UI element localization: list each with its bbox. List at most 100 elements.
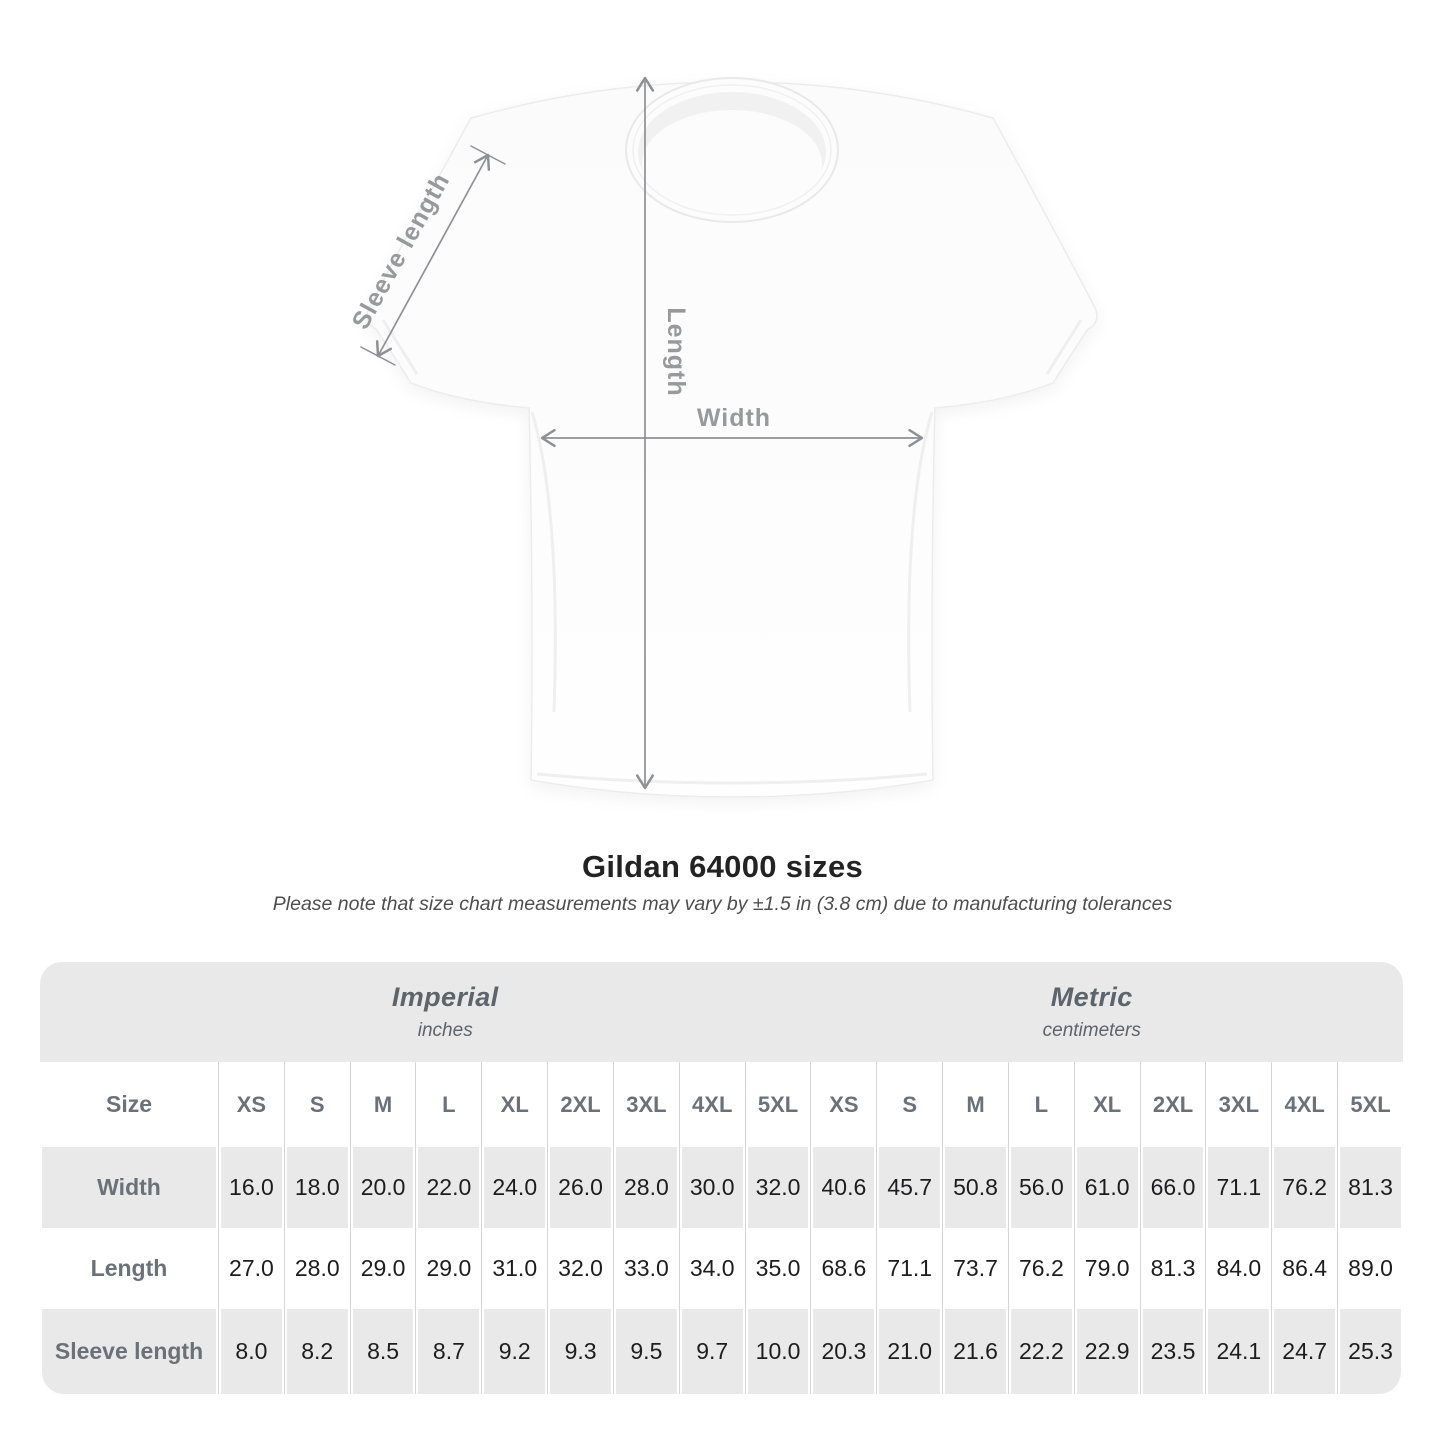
- size-header-cell: L: [415, 1062, 481, 1147]
- table-cell: 45.7: [876, 1147, 943, 1228]
- size-col-header: Size: [105, 1091, 153, 1117]
- table-cell: 28.0: [283, 1228, 350, 1309]
- table-cell: 9.2: [481, 1309, 548, 1394]
- sleeve-tick-bottom: [360, 346, 396, 366]
- table-cell: 8.5: [349, 1309, 416, 1394]
- metric-section-header: Metric centimeters: [810, 962, 1403, 1062]
- size-header-cell: XL: [481, 1062, 547, 1147]
- table-cell: 18.0: [283, 1147, 350, 1228]
- table-cell: 61.0: [1073, 1147, 1140, 1228]
- row-label: Length: [90, 1255, 168, 1281]
- table-cell: 40.6: [810, 1147, 877, 1228]
- table-cell: 29.0: [415, 1228, 481, 1309]
- table-cell: 84.0: [1205, 1228, 1271, 1309]
- size-header-cell: XS: [218, 1062, 284, 1147]
- sleeve-length-row: Sleeve length 8.0 8.2 8.5 8.7 9.2 9.3 9.…: [40, 1309, 1403, 1394]
- table-cell: 26.0: [547, 1147, 613, 1228]
- table-cell: 22.2: [1007, 1309, 1074, 1394]
- table-cell: 23.5: [1139, 1309, 1206, 1394]
- metric-label: Metric: [1050, 982, 1133, 1012]
- collar-seam: [632, 84, 832, 216]
- page-subtitle: Please note that size chart measurements…: [272, 893, 1173, 915]
- sleeve-tick-top: [470, 145, 506, 165]
- table-cell: 24.0: [481, 1147, 548, 1228]
- table-cell: 34.0: [678, 1228, 745, 1309]
- table-cell: 9.3: [547, 1309, 613, 1394]
- table-cell: 66.0: [1139, 1147, 1206, 1228]
- imperial-label: Imperial: [391, 982, 499, 1012]
- size-header-row: Size XS S M L XL 2XL 3XL 4XL 5XL XS S M …: [40, 1062, 1403, 1147]
- table-cell: 81.3: [1337, 1147, 1403, 1228]
- table-cell: 68.6: [810, 1228, 876, 1309]
- metric-unit: centimeters: [1042, 1020, 1141, 1041]
- section-band-row: Imperial inches Metric centimeters: [40, 962, 1403, 1062]
- length-label: Length: [662, 307, 690, 396]
- table-cell: 31.0: [481, 1228, 547, 1309]
- table-cell: 10.0: [744, 1309, 811, 1394]
- band-corner-cell: [40, 962, 218, 1062]
- table-cell: 35.0: [744, 1228, 811, 1309]
- table-cell: 56.0: [1007, 1147, 1074, 1228]
- table-cell: 9.7: [678, 1309, 745, 1394]
- size-header-cell: 4XL: [678, 1062, 745, 1147]
- width-row: Width 16.0 18.0 20.0 22.0 24.0 26.0 28.0…: [40, 1147, 1403, 1228]
- table-cell: 32.0: [547, 1228, 613, 1309]
- table-cell: 86.4: [1271, 1228, 1337, 1309]
- size-header-cell: XS: [810, 1062, 876, 1147]
- table-cell: 8.2: [283, 1309, 350, 1394]
- table-cell: 73.7: [942, 1228, 1008, 1309]
- table-cell: 71.1: [1205, 1147, 1272, 1228]
- collar-inner-shirt: [642, 110, 822, 218]
- table-cell: 20.3: [810, 1309, 877, 1394]
- table-cell: 89.0: [1337, 1228, 1403, 1309]
- table-cell: 29.0: [349, 1228, 416, 1309]
- table-cell: 16.0: [218, 1147, 284, 1228]
- imperial-unit: inches: [417, 1020, 473, 1041]
- size-header-cell: 5XL: [1337, 1062, 1403, 1147]
- table-cell: 71.1: [876, 1228, 942, 1309]
- size-header-cell: XL: [1073, 1062, 1140, 1147]
- table-cell: 81.3: [1139, 1228, 1206, 1309]
- size-header-cell: 2XL: [1139, 1062, 1206, 1147]
- table-cell: 27.0: [218, 1228, 284, 1309]
- table-cell: 25.3: [1337, 1309, 1403, 1394]
- size-table: Imperial inches Metric centimeters Size …: [40, 962, 1403, 1394]
- tshirt-diagram: Sleeve length Length Width: [347, 76, 1098, 798]
- table-cell: 33.0: [612, 1228, 679, 1309]
- table-cell: 8.0: [218, 1309, 284, 1394]
- right-body-crease: [907, 411, 934, 713]
- table-cell: 32.0: [744, 1147, 811, 1228]
- size-header-cell: M: [942, 1062, 1008, 1147]
- size-header-cell: S: [876, 1062, 942, 1147]
- table-cell: 50.8: [942, 1147, 1008, 1228]
- table-cell: 76.2: [1271, 1147, 1338, 1228]
- hem-seam: [536, 772, 928, 785]
- sleeve-arrow: [375, 153, 491, 358]
- left-body-crease: [530, 411, 557, 713]
- row-label: Width: [40, 1147, 218, 1228]
- table-cell: 8.7: [415, 1309, 482, 1394]
- table-cell: 79.0: [1073, 1228, 1140, 1309]
- row-label: Sleeve length: [40, 1309, 218, 1394]
- size-header-cell: 2XL: [547, 1062, 613, 1147]
- table-cell: 20.0: [349, 1147, 416, 1228]
- size-header-cell: 3XL: [612, 1062, 679, 1147]
- table-cell: 24.1: [1205, 1309, 1272, 1394]
- right-cuff-seam: [1045, 319, 1083, 375]
- size-header-cell: 4XL: [1271, 1062, 1337, 1147]
- imperial-section-header: Imperial inches: [218, 962, 811, 1062]
- page-title: Gildan 64000 sizes: [581, 849, 864, 884]
- table-cell: 9.5: [612, 1309, 679, 1394]
- table-cell: 28.0: [612, 1147, 679, 1228]
- table-cell: 76.2: [1007, 1228, 1074, 1309]
- table-cell: 21.6: [942, 1309, 1008, 1394]
- table-cell: 24.7: [1271, 1309, 1338, 1394]
- table-cell: 30.0: [678, 1147, 745, 1228]
- size-header-cell: S: [283, 1062, 350, 1147]
- size-header-cell: 3XL: [1205, 1062, 1271, 1147]
- table-cell: 21.0: [876, 1309, 943, 1394]
- table-cell: 22.9: [1073, 1309, 1140, 1394]
- table-cell: 22.0: [415, 1147, 482, 1228]
- size-header-cell: L: [1007, 1062, 1074, 1147]
